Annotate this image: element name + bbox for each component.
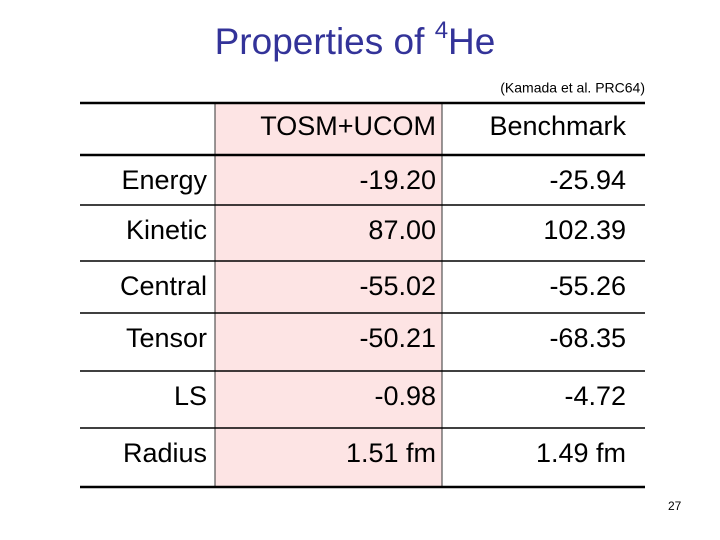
title-element: He	[448, 21, 495, 62]
title: Properties of 4He	[215, 17, 496, 61]
page-number: 27	[668, 499, 682, 513]
cell-value: 1.51 fm	[346, 438, 436, 468]
cell-value: -4.72	[564, 381, 626, 411]
citation: (Kamada et al. PRC64)	[500, 80, 645, 96]
column-header: TOSM+UCOM	[260, 111, 436, 141]
row-label: Tensor	[126, 323, 207, 353]
row-label: Energy	[121, 165, 207, 195]
title-superscript: 4	[435, 17, 448, 44]
highlight-column	[214, 102, 443, 488]
cell-value: -0.98	[374, 381, 436, 411]
title-main: Properties of	[215, 21, 435, 62]
cell-value: -55.26	[549, 271, 626, 301]
column-header: Benchmark	[489, 111, 626, 141]
row-label: Central	[120, 271, 207, 301]
cell-value: 1.49 fm	[536, 438, 626, 468]
row-label: Radius	[123, 438, 207, 468]
cell-value: -25.94	[549, 165, 626, 195]
cell-value: -55.02	[359, 271, 436, 301]
cell-value: -50.21	[359, 323, 436, 353]
row-label: Kinetic	[126, 215, 207, 245]
cell-value: 87.00	[368, 215, 436, 245]
cell-value: 102.39	[543, 215, 626, 245]
cell-value: -68.35	[549, 323, 626, 353]
cell-value: -19.20	[359, 165, 436, 195]
row-label: LS	[174, 381, 207, 411]
